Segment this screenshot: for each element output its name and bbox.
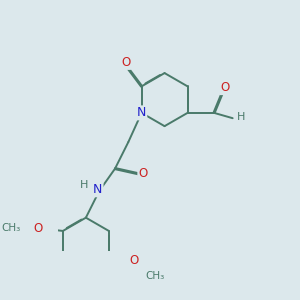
Text: CH₃: CH₃ xyxy=(2,223,21,233)
Text: H: H xyxy=(236,112,245,122)
Text: O: O xyxy=(220,81,229,94)
Text: O: O xyxy=(138,167,148,180)
Text: N: N xyxy=(93,183,103,196)
Text: O: O xyxy=(33,222,42,235)
Text: N: N xyxy=(137,106,146,119)
Text: O: O xyxy=(121,56,130,69)
Text: CH₃: CH₃ xyxy=(146,271,165,281)
Text: H: H xyxy=(80,179,89,190)
Text: O: O xyxy=(129,254,139,267)
